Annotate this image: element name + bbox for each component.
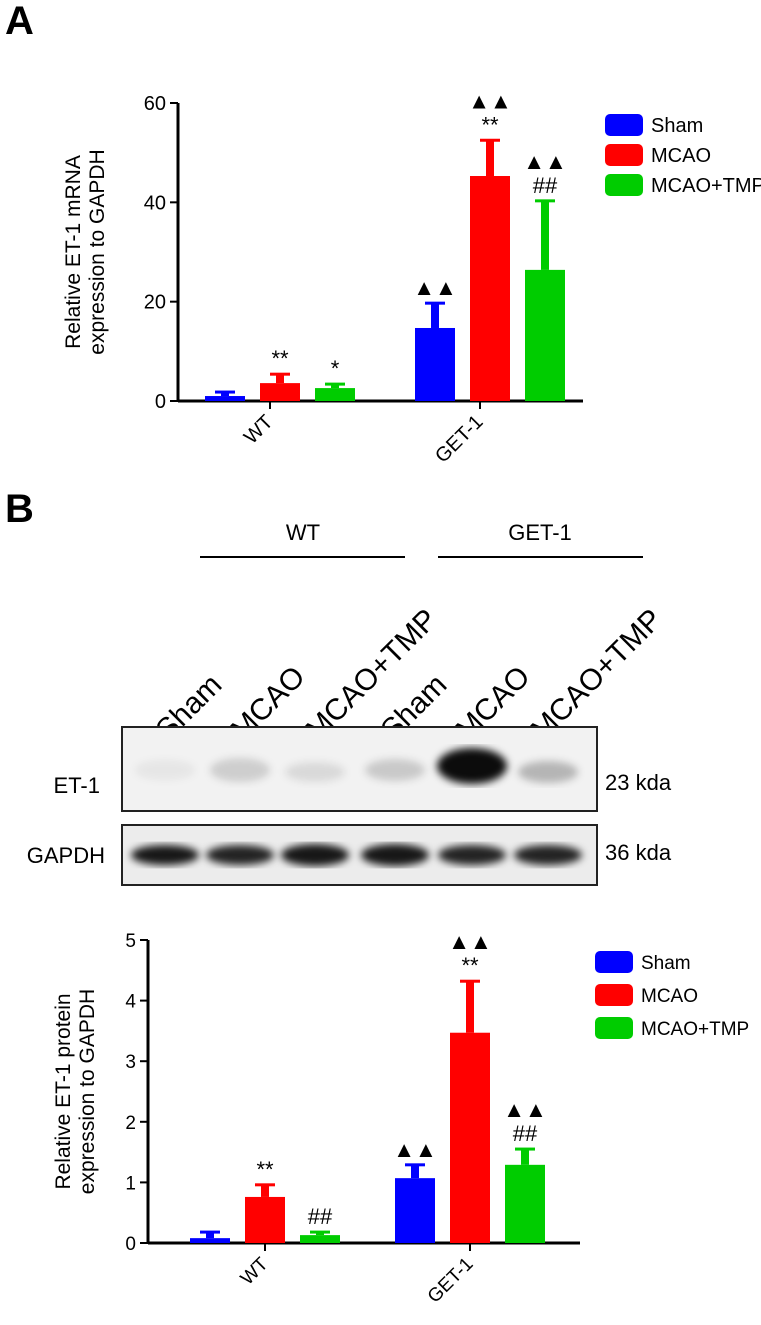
error-cap <box>255 1183 275 1187</box>
annotation: ▲▲ <box>393 1137 437 1162</box>
error-cap <box>480 138 500 142</box>
bar <box>190 1238 230 1243</box>
row-label: GAPDH <box>27 843 105 868</box>
error-bar <box>466 981 474 1033</box>
legend-label: MCAO <box>651 145 711 167</box>
error-cap <box>405 1163 425 1167</box>
y-axis-label: Relative ET-1 protein <box>52 993 75 1189</box>
error-bar <box>521 1149 529 1165</box>
annotation: ## <box>308 1204 333 1229</box>
group-label: GET-1 <box>508 520 572 545</box>
blot-box <box>121 726 598 812</box>
error-bar <box>221 392 229 397</box>
legend-label: MCAO+TMP <box>641 1019 749 1040</box>
annotation: ▲▲ <box>468 88 512 113</box>
legend-label: Sham <box>641 953 691 974</box>
y-tick-label: 3 <box>125 1052 136 1073</box>
lane-label: MCAO+TMP <box>525 603 669 747</box>
annotation: ▲▲ <box>503 1097 547 1122</box>
size-label: 23 kda <box>605 770 672 795</box>
y-tick-label: 4 <box>125 992 136 1013</box>
error-cap <box>325 382 345 386</box>
bands <box>135 748 578 784</box>
bar <box>415 327 455 401</box>
error-bar <box>276 374 284 384</box>
y-axis-label: expression to GAPDH <box>86 149 109 354</box>
legend-swatch <box>595 951 633 973</box>
bar <box>450 1032 490 1243</box>
x-tick-label: WT <box>240 411 278 449</box>
annotation: ▲▲ <box>523 149 567 174</box>
y-tick-label: 2 <box>125 1113 136 1134</box>
error-cap <box>310 1230 330 1234</box>
bands <box>131 844 582 866</box>
legend-swatch <box>595 984 633 1006</box>
annotation: ▲▲ <box>448 929 492 954</box>
y-tick-label: 20 <box>144 292 166 314</box>
error-cap <box>215 390 235 394</box>
x-tick-label: GET-1 <box>424 1254 478 1308</box>
bar <box>260 383 300 401</box>
bar <box>470 176 510 401</box>
bar <box>245 1196 285 1243</box>
error-bar <box>331 384 339 389</box>
annotation: ** <box>461 953 479 978</box>
group-label: WT <box>286 520 320 545</box>
size-label: 36 kda <box>605 840 672 865</box>
error-cap <box>460 979 480 983</box>
error-bar <box>431 303 439 328</box>
y-tick-label: 5 <box>125 931 136 952</box>
y-axis-label: expression to GAPDH <box>76 989 99 1194</box>
legend-swatch <box>595 1017 633 1039</box>
annotation: ▲▲ <box>413 275 457 300</box>
bar <box>395 1178 435 1243</box>
y-tick-label: 60 <box>144 93 166 115</box>
annotation: * <box>331 356 340 381</box>
annotation: ** <box>256 1157 274 1182</box>
error-bar <box>316 1232 324 1236</box>
error-cap <box>425 301 445 305</box>
legend-swatch <box>605 144 643 166</box>
annotation: ## <box>533 173 558 198</box>
y-tick-label: 1 <box>125 1173 136 1194</box>
error-bar <box>411 1164 419 1179</box>
x-tick-label: GET-1 <box>431 411 487 467</box>
bar <box>505 1164 545 1243</box>
y-axis-label: Relative ET-1 mRNA <box>62 155 85 349</box>
bar <box>525 269 565 401</box>
panel-label: A <box>5 0 34 43</box>
bar <box>300 1235 340 1243</box>
legend-label: MCAO+TMP <box>651 175 761 197</box>
error-cap <box>535 199 555 203</box>
bar <box>315 388 355 401</box>
row-label: ET-1 <box>54 773 100 798</box>
error-cap <box>200 1230 220 1234</box>
error-cap <box>515 1147 535 1151</box>
annotation: ** <box>481 112 499 137</box>
error-bar <box>261 1184 269 1197</box>
y-tick-label: 40 <box>144 192 166 214</box>
panel-label: B <box>5 487 34 531</box>
error-cap <box>270 372 290 376</box>
legend-label: Sham <box>651 115 703 137</box>
x-tick-label: WT <box>237 1253 273 1289</box>
y-tick-label: 0 <box>125 1234 136 1255</box>
annotation: ## <box>513 1121 538 1146</box>
legend-swatch <box>605 174 643 196</box>
error-bar <box>206 1232 214 1239</box>
y-tick-label: 0 <box>155 391 166 413</box>
annotation: ** <box>271 346 289 371</box>
legend-swatch <box>605 114 643 136</box>
error-bar <box>486 140 494 177</box>
bar <box>205 396 245 401</box>
error-bar <box>541 200 549 270</box>
legend-label: MCAO <box>641 986 698 1007</box>
